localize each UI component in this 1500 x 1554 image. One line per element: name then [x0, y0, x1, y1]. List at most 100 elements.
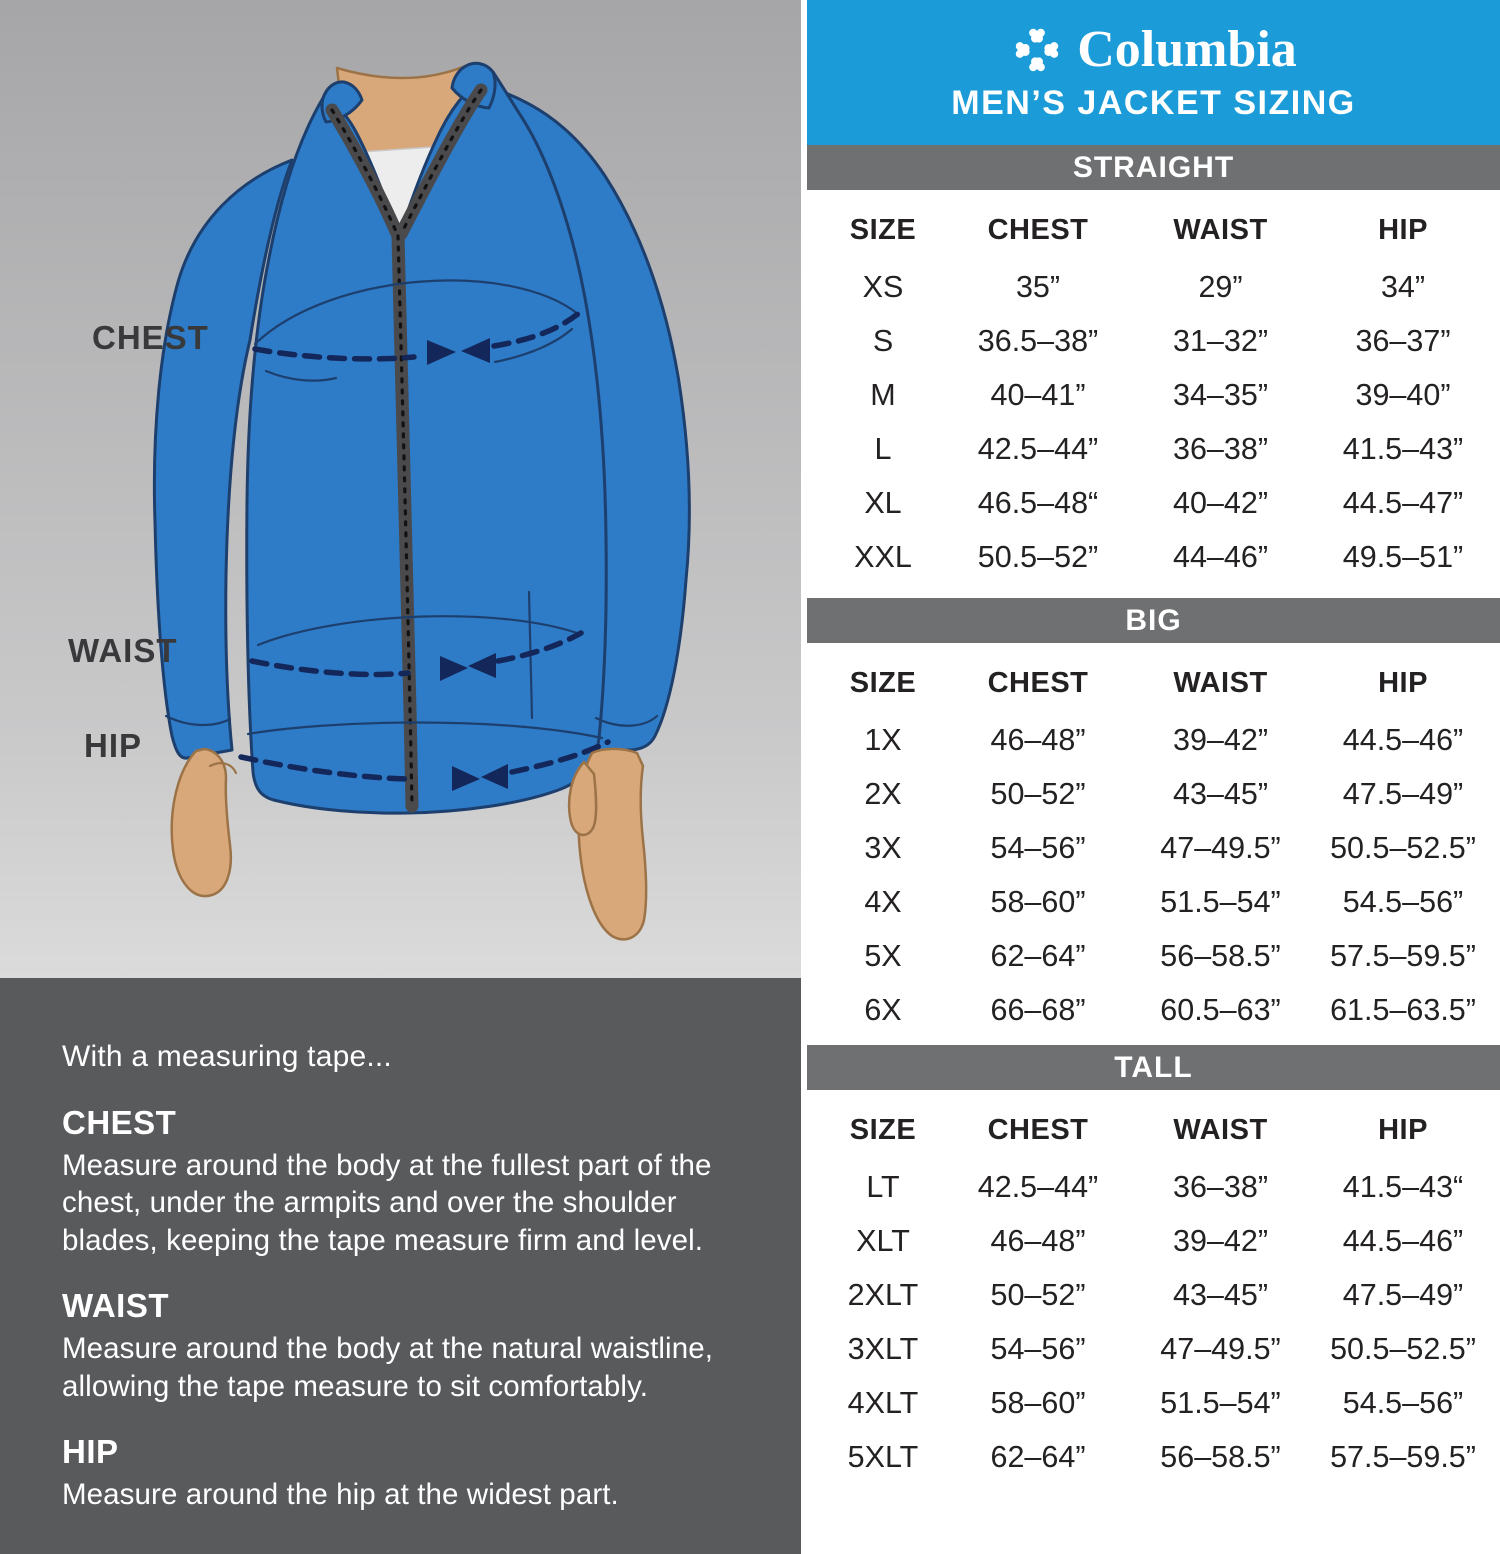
left-cuff-line: [164, 714, 232, 727]
table-row: LT 42.5–44” 36–38” 41.5–43“: [823, 1160, 1500, 1214]
measurement-cell: 66–68”: [990, 992, 1086, 1027]
jacket-illustration: CHEST WAIST HIP: [0, 0, 801, 978]
table-row: M 40–41” 34–35” 39–40”: [823, 368, 1500, 422]
waist-ellipse-line: [256, 615, 582, 647]
brand-wordmark: Columbia: [1077, 20, 1297, 78]
measurement-cell: 49.5–51”: [1342, 539, 1464, 574]
chest-label: CHEST: [92, 319, 209, 356]
instruction-section: WAIST Measure around the body at the natu…: [62, 1287, 755, 1405]
table-row: XXL 50.5–52” 44–46” 49.5–51”: [823, 530, 1500, 584]
left-column: CHEST WAIST HIP With a measuring tape...…: [0, 0, 801, 1554]
instruction-heading: CHEST: [62, 1104, 177, 1141]
column-header: CHEST: [987, 666, 1089, 699]
size-cell: XL: [864, 485, 902, 520]
waist-arrow-icon: [440, 656, 468, 681]
measurement-cell: 50.5–52.5”: [1330, 1331, 1476, 1366]
measurement-cell: 56–58.5”: [1160, 938, 1281, 973]
size-cell: 2XLT: [847, 1277, 919, 1312]
columbia-logo-icon: [1015, 28, 1059, 71]
size-cell: XS: [862, 269, 904, 304]
table-row: L 42.5–44” 36–38” 41.5–43”: [823, 422, 1500, 476]
left-sleeve: [152, 158, 294, 760]
measurement-cell: 31–32”: [1173, 323, 1268, 358]
table-row: 4XLT 58–60” 51.5–54” 54.5–56”: [823, 1376, 1500, 1430]
size-cell: L: [874, 431, 892, 466]
size-table-section-straight: STRAIGHT SIZE CHEST WAIST HIP XS 35” 29” 34” S 36.…: [807, 145, 1500, 584]
chest-ellipse-line: [264, 369, 338, 382]
waist-arrow-icon: [468, 653, 496, 678]
measurement-cell: 51.5–54”: [1160, 884, 1281, 919]
waist-measure-line: [249, 658, 411, 678]
table-row: 2X 50–52” 43–45” 47.5–49”: [823, 767, 1500, 821]
measurement-cell: 44.5–47”: [1342, 485, 1464, 520]
measurement-cell: 57.5–59.5”: [1330, 1439, 1476, 1474]
size-cell: XLT: [856, 1223, 910, 1258]
measurement-cell: 42.5–44”: [977, 1169, 1099, 1204]
instruction-body: Measure around the body at the natural w…: [62, 1332, 714, 1403]
size-cell: 3X: [864, 830, 902, 865]
size-table: SIZE CHEST WAIST HIP LT 42.5–44” 36–38” 41.5–43…: [807, 1090, 1500, 1484]
hip-ellipse-line: [246, 721, 604, 740]
instruction-heading: WAIST: [62, 1287, 169, 1325]
measurement-cell: 50–52”: [990, 1277, 1086, 1312]
column-header: WAIST: [1173, 213, 1268, 246]
right-column: Columbia MEN’S JACKET SIZING STRAIGHT SIZ…: [807, 0, 1500, 1499]
measurement-cell: 36–37”: [1355, 323, 1451, 358]
column-header: WAIST: [1173, 666, 1268, 699]
size-cell: 4XLT: [847, 1385, 919, 1420]
chest-measure-line: [491, 310, 582, 349]
measurement-cell: 54.5–56”: [1342, 884, 1464, 919]
size-cell: LT: [866, 1169, 900, 1204]
measurement-cell: 44–46”: [1173, 539, 1268, 574]
measurement-cell: 43–45”: [1173, 1277, 1268, 1312]
instruction-body: Measure around the body at the fullest p…: [62, 1149, 712, 1257]
measurement-cell: 54–56”: [990, 1331, 1086, 1366]
table-row: 3XLT 54–56” 47–49.5” 50.5–52.5”: [823, 1322, 1500, 1376]
hip-label: HIP: [84, 727, 142, 764]
right-cuff-line: [594, 714, 659, 727]
measurement-cell: 61.5–63.5”: [1330, 992, 1476, 1027]
size-cell: 4X: [864, 884, 902, 919]
measuring-intro: With a measuring tape...: [62, 1040, 392, 1073]
column-header: CHEST: [987, 213, 1089, 246]
measurement-cell: 35”: [1015, 269, 1061, 304]
hip-arrow-icon: [481, 764, 508, 789]
size-cell: 3XLT: [847, 1331, 919, 1366]
collar-right: [450, 61, 497, 110]
measurement-cell: 44.5–46”: [1342, 722, 1464, 757]
measurement-cell: 46–48”: [990, 1223, 1086, 1258]
column-header: WAIST: [1173, 1113, 1268, 1146]
table-row: 4X 58–60” 51.5–54” 54.5–56”: [823, 875, 1500, 929]
size-cell: XXL: [854, 539, 912, 574]
chest-arrow-icon: [461, 338, 490, 363]
size-cell: S: [872, 323, 894, 358]
size-cell: 5XLT: [847, 1439, 919, 1474]
size-cell: 2X: [864, 776, 902, 811]
size-table-section-big: BIG SIZE CHEST WAIST HIP 1X 46–48” 39–42” 44.5–4…: [807, 598, 1500, 1037]
column-header: SIZE: [849, 666, 917, 699]
hip-measure-line: [509, 739, 611, 775]
measurement-cell: 56–58.5”: [1160, 1439, 1281, 1474]
measurement-cell: 46.5–48“: [977, 485, 1099, 520]
measurement-cell: 54.5–56”: [1342, 1385, 1464, 1420]
measurement-cell: 42.5–44”: [977, 431, 1099, 466]
column-header: SIZE: [849, 1113, 917, 1146]
chest-measure-line: [252, 346, 417, 362]
size-cell: 5X: [864, 938, 902, 973]
size-category-band: TALL: [807, 1045, 1500, 1090]
waist-label: WAIST: [68, 632, 178, 669]
measurement-cell: 40–42”: [1173, 485, 1268, 520]
brand-logo: Columbia: [1010, 23, 1297, 77]
column-header: HIP: [1378, 1113, 1428, 1146]
measurement-cell: 51.5–54”: [1160, 1385, 1281, 1420]
measurement-cell: 47–49.5”: [1160, 1331, 1281, 1366]
column-header: SIZE: [849, 213, 917, 246]
page-title: MEN’S JACKET SIZING: [951, 83, 1356, 122]
table-row: XL 46.5–48“ 40–42” 44.5–47”: [823, 476, 1500, 530]
measurement-cell: 36–38”: [1173, 431, 1268, 466]
zipper-teeth: [399, 88, 483, 236]
figure-area: CHEST WAIST HIP: [0, 0, 801, 978]
chest-arrow-icon: [427, 340, 456, 365]
instruction-section: CHEST Measure around the body at the full…: [62, 1104, 755, 1259]
measurement-cell: 41.5–43”: [1342, 431, 1464, 466]
